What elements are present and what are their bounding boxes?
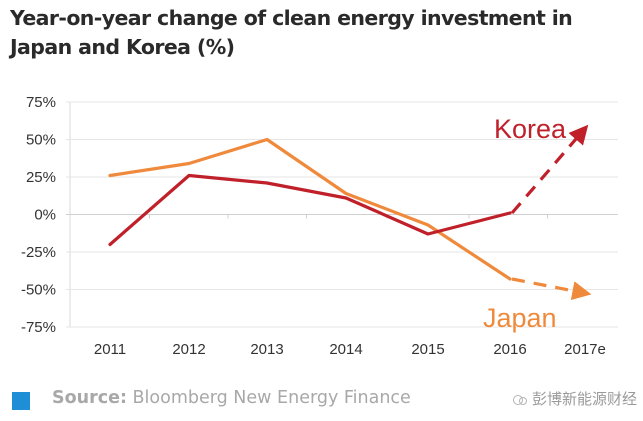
wechat-icon xyxy=(513,394,527,405)
y-tick-label: 0% xyxy=(34,207,56,224)
x-tick-label: 2016 xyxy=(493,341,526,358)
y-tick-label: -25% xyxy=(21,244,56,261)
y-tick-label: -50% xyxy=(21,282,56,299)
source-attribution: Source: Bloomberg New Energy Finance xyxy=(52,388,411,408)
x-tick-label: 2017e xyxy=(564,341,606,358)
line-chart: 75% 50% 25% 0% -25% -50% -75% 2011 2012 2013 2014… xyxy=(21,94,618,358)
y-tick-label: 50% xyxy=(26,132,56,149)
y-tick-label: -75% xyxy=(21,319,56,336)
x-axis: 2011 2012 2013 2014 2015 2016 2017e xyxy=(94,341,606,358)
footer: Source: Bloomberg New Energy Finance 彭博新… xyxy=(0,388,643,421)
watermark-text: 彭博新能源财经 xyxy=(532,390,638,408)
y-tick-label: 25% xyxy=(26,169,56,186)
series-label-korea: Korea xyxy=(494,114,567,144)
source-label: Source: xyxy=(52,388,127,408)
y-tick-label: 75% xyxy=(26,94,56,111)
y-axis: 75% 50% 25% 0% -25% -50% -75% xyxy=(21,94,56,336)
forecast-arrow-japan xyxy=(511,277,592,301)
x-tick-label: 2014 xyxy=(329,341,362,358)
series-label-japan: Japan xyxy=(483,303,557,333)
x-tick-label: 2012 xyxy=(172,341,205,358)
forecast-arrow-korea xyxy=(510,124,589,215)
series-line-japan xyxy=(108,137,512,281)
watermark: 彭博新能源财经 xyxy=(512,388,637,409)
x-tick-label: 2011 xyxy=(94,341,126,358)
series-line-korea xyxy=(108,173,512,247)
gridlines xyxy=(66,101,618,328)
source-marker-icon xyxy=(12,392,30,410)
series-group xyxy=(108,124,592,301)
chart-title: Year-on-year change of clean energy inve… xyxy=(10,6,573,59)
x-tick-label: 2015 xyxy=(411,341,444,358)
x-tick-label: 2013 xyxy=(250,341,283,358)
source-name: Bloomberg New Energy Finance xyxy=(132,388,411,408)
